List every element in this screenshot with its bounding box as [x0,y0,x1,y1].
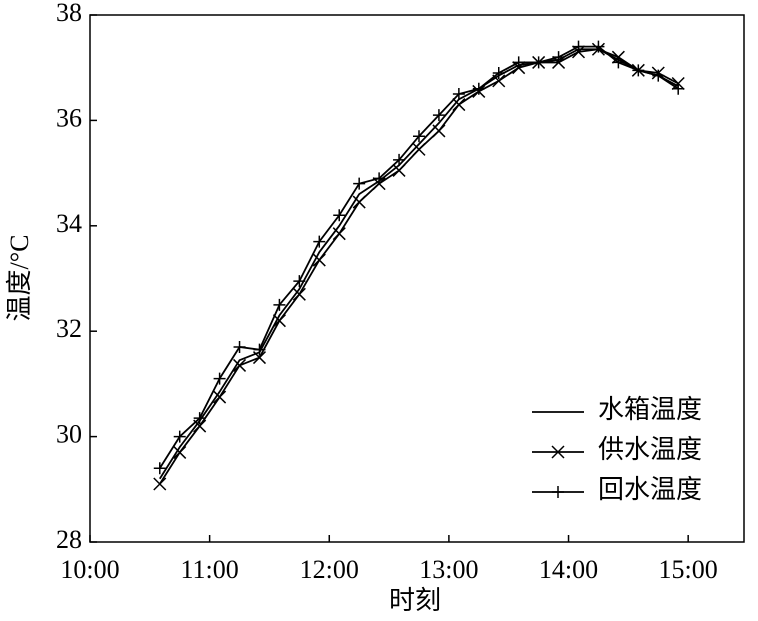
point-marker [672,82,685,95]
x-axis-label: 时刻 [389,586,441,615]
point-marker [612,56,625,69]
legend-label: 水箱温度 [598,395,702,424]
point-marker [213,390,227,404]
legend-label: 回水温度 [598,475,702,504]
point-marker [392,163,406,177]
point-marker [432,124,446,138]
point-marker [233,358,247,372]
y-tick-label: 28 [56,525,82,554]
legend-marker [552,486,564,498]
point-marker [532,56,545,69]
point-marker [193,412,206,425]
point-marker [333,209,346,222]
x-tick-label: 13:00 [419,555,478,584]
point-marker [273,298,286,311]
x-tick-label: 12:00 [300,555,359,584]
legend-label: 供水温度 [598,435,702,464]
y-axis-label: 温度/°C [5,235,34,322]
point-marker [292,287,306,301]
point-marker [373,172,386,185]
point-marker [412,142,426,156]
y-tick-label: 36 [56,103,82,132]
y-tick-label: 32 [56,314,82,343]
point-marker [253,343,266,356]
y-tick-label: 38 [56,0,82,27]
point-marker [233,341,246,354]
point-marker [412,130,425,143]
x-tick-label: 15:00 [659,555,718,584]
point-marker [252,351,267,365]
point-marker [332,227,346,241]
point-marker [492,66,505,79]
point-marker [153,462,166,475]
legend-marker [551,445,565,459]
point-marker [512,56,525,69]
point-marker [173,445,187,459]
point-marker [472,82,485,95]
point-marker [652,69,665,82]
point-marker [552,51,565,64]
point-marker [353,177,366,190]
x-tick-label: 14:00 [539,555,598,584]
point-marker [173,430,186,443]
plot-frame [89,14,745,543]
point-marker [312,253,326,267]
point-marker [213,372,226,385]
point-marker [432,109,445,122]
point-marker [313,235,326,248]
point-marker [352,195,366,209]
point-marker [272,314,286,328]
y-tick-label: 30 [56,420,82,449]
point-marker [293,275,306,288]
point-marker [452,98,466,112]
x-tick-label: 11:00 [181,555,239,584]
point-marker [452,88,465,101]
point-marker [572,40,585,53]
point-marker [632,64,645,77]
point-marker [153,477,167,491]
point-marker [393,153,406,166]
point-marker [592,40,605,53]
x-tick-label: 10:00 [60,555,119,584]
y-tick-label: 34 [56,209,82,238]
